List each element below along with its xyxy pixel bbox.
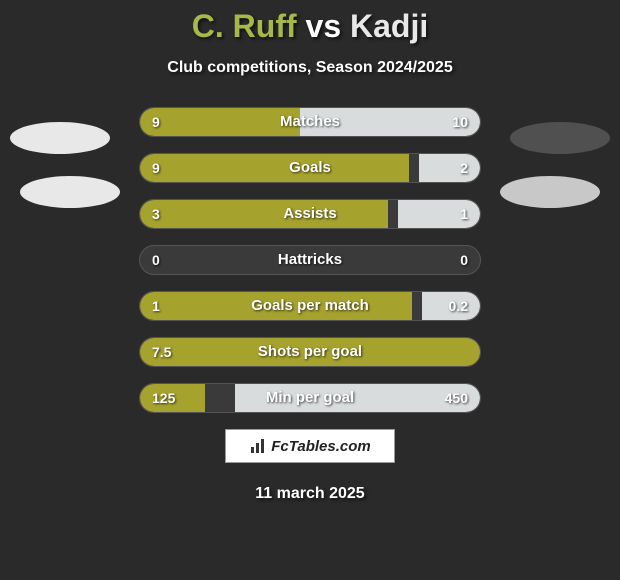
stat-label: Matches — [140, 108, 480, 136]
stat-value-right: 10 — [452, 108, 468, 136]
stat-row: 125 Min per goal 450 — [139, 383, 481, 413]
stat-row: 7.5 Shots per goal — [139, 337, 481, 367]
chart-icon — [249, 437, 267, 455]
club-badge-right-2 — [500, 176, 600, 208]
comparison-infographic: C. Ruff vs Kadji Club competitions, Seas… — [0, 0, 620, 580]
brand-text: FcTables.com — [271, 438, 370, 455]
stat-label: Goals — [140, 154, 480, 182]
stat-value-right: 1 — [460, 200, 468, 228]
stats-list: 9 Matches 10 9 Goals 2 3 Assists 1 0 Hat… — [139, 107, 481, 413]
player1-name: C. Ruff — [192, 8, 297, 44]
stat-value-right: 2 — [460, 154, 468, 182]
date-text: 11 march 2025 — [0, 485, 620, 503]
stat-label: Shots per goal — [140, 338, 480, 366]
stat-label: Min per goal — [140, 384, 480, 412]
stat-label: Hattricks — [140, 246, 480, 274]
player2-name: Kadji — [350, 8, 428, 44]
brand-badge: FcTables.com — [225, 429, 395, 463]
stat-row: 1 Goals per match 0.2 — [139, 291, 481, 321]
stat-row: 0 Hattricks 0 — [139, 245, 481, 275]
stat-value-right: 450 — [445, 384, 468, 412]
page-title: C. Ruff vs Kadji — [0, 8, 620, 45]
club-badge-left-1 — [10, 122, 110, 154]
stat-value-right: 0 — [460, 246, 468, 274]
stat-row: 9 Goals 2 — [139, 153, 481, 183]
vs-text: vs — [306, 8, 342, 44]
stat-row: 9 Matches 10 — [139, 107, 481, 137]
club-badge-right-1 — [510, 122, 610, 154]
stat-row: 3 Assists 1 — [139, 199, 481, 229]
stat-label: Assists — [140, 200, 480, 228]
club-badge-left-2 — [20, 176, 120, 208]
stat-value-right: 0.2 — [449, 292, 468, 320]
subtitle: Club competitions, Season 2024/2025 — [0, 59, 620, 77]
stat-label: Goals per match — [140, 292, 480, 320]
